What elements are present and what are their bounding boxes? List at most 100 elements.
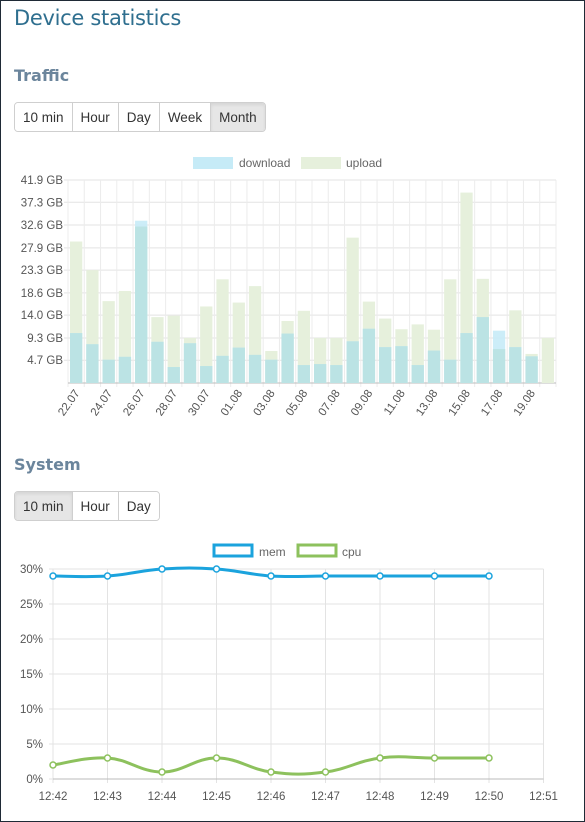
bar-overlap <box>395 346 408 383</box>
x-tick-label: 07.08 <box>317 388 343 418</box>
x-tick-label: 12:49 <box>420 791 449 803</box>
bar-overlap <box>297 365 310 383</box>
bar-overlap <box>346 341 359 383</box>
traffic-tab-week[interactable]: Week <box>159 103 212 131</box>
bar-overlap <box>444 359 457 383</box>
bar-overlap <box>427 350 441 383</box>
y-tick-label: 30% <box>20 564 43 576</box>
x-tick-label: 13.08 <box>414 388 440 418</box>
x-tick-label: 03.08 <box>251 388 277 418</box>
x-tick-label: 17.08 <box>479 388 505 418</box>
bar-overlap <box>216 355 229 383</box>
bar-overlap <box>183 343 197 383</box>
legend-upload-swatch <box>301 157 341 169</box>
bar-overlap <box>70 333 83 383</box>
y-tick-label: 15% <box>20 669 43 681</box>
bar-upload <box>444 279 457 383</box>
bar-overlap <box>135 226 148 383</box>
system-chart: mem cpu 0% 5% 10% 15% 20% 25% 30% 12:42 12:43 12:44… <box>20 543 558 803</box>
point-mem <box>49 572 57 580</box>
traffic-chart: download upload 4.7 GB 9.3 GB 14.0 GB 18.6 GB… <box>21 156 557 418</box>
x-tick-label: 28.07 <box>154 388 180 418</box>
y-tick-label: 0% <box>26 774 43 786</box>
bar-overlap <box>411 365 424 383</box>
bar-upload <box>200 306 213 383</box>
bar-overlap <box>86 344 99 383</box>
y-tick-label: 25% <box>20 599 43 611</box>
system-tab-10min[interactable]: 10 min <box>15 492 73 520</box>
bar-overlap <box>248 354 262 383</box>
traffic-tab-month[interactable]: Month <box>211 103 265 131</box>
point-cpu <box>212 754 221 762</box>
point-cpu <box>376 754 384 762</box>
point-cpu <box>158 768 166 776</box>
x-tick-label: 05.08 <box>284 388 310 418</box>
point-mem <box>376 572 384 580</box>
x-tick-label: 19.08 <box>512 388 538 418</box>
x-tick-label: 12:51 <box>529 791 558 803</box>
y-tick-label: 10% <box>20 704 43 716</box>
point-cpu <box>103 754 112 762</box>
system-tab-day[interactable]: Day <box>118 492 159 520</box>
x-tick-label: 12:44 <box>148 791 177 803</box>
system-section-title: System <box>14 455 81 474</box>
traffic-tab-hour[interactable]: Hour <box>72 103 119 131</box>
x-tick-label: 22.07 <box>56 388 82 418</box>
traffic-tab-day[interactable]: Day <box>118 103 160 131</box>
point-mem <box>321 572 330 580</box>
bar-overlap <box>265 359 278 383</box>
traffic-legend: download upload <box>193 156 382 170</box>
bar-overlap <box>379 347 392 383</box>
y-tick-label: 37.3 GB <box>21 197 64 209</box>
point-mem <box>103 572 112 580</box>
traffic-section-title: Traffic <box>14 66 70 85</box>
bar-overlap <box>525 356 538 383</box>
point-cpu <box>49 761 57 769</box>
x-tick-label: 30.07 <box>186 388 212 418</box>
legend-mem-label: mem <box>259 545 286 559</box>
x-tick-label: 11.08 <box>382 388 408 418</box>
bar-overlap <box>167 367 180 383</box>
system-tab-hour[interactable]: Hour <box>72 492 119 520</box>
y-tick-label: 4.7 GB <box>27 355 63 367</box>
system-range-tabs: 10 min Hour Day <box>14 491 160 521</box>
point-mem <box>267 572 275 580</box>
point-mem <box>485 572 493 580</box>
y-tick-label: 14.0 GB <box>21 310 64 322</box>
page-title: Device statistics <box>14 6 182 30</box>
x-tick-label: 12:42 <box>39 791 68 803</box>
x-tick-label: 12:48 <box>366 791 395 803</box>
bar-overlap <box>151 341 164 383</box>
bar-upload <box>541 337 554 383</box>
y-tick-label: 41.9 GB <box>21 175 64 187</box>
legend-download-swatch <box>193 157 233 169</box>
bar-upload <box>297 310 310 383</box>
bar-overlap <box>330 365 343 383</box>
legend-mem-swatch <box>212 543 254 558</box>
bar-upload <box>167 315 180 383</box>
legend-cpu-label: cpu <box>342 545 361 559</box>
bar-overlap <box>281 333 294 383</box>
legend-download-label: download <box>239 156 290 170</box>
point-mem <box>158 565 166 573</box>
bar-overlap <box>118 356 132 383</box>
y-tick-label: 20% <box>20 634 43 646</box>
bar-overlap <box>492 349 506 383</box>
bar-overlap <box>509 347 522 383</box>
x-tick-label: 09.08 <box>349 388 375 418</box>
x-tick-label: 12:50 <box>475 791 504 803</box>
y-tick-label: 32.6 GB <box>21 220 64 232</box>
x-tick-label: 12:45 <box>202 791 231 803</box>
bar-overlap <box>232 347 245 383</box>
traffic-range-tabs: 10 min Hour Day Week Month <box>14 102 266 132</box>
x-tick-label: 12:46 <box>257 791 286 803</box>
y-tick-label: 23.3 GB <box>21 265 64 277</box>
bar-overlap <box>314 364 327 383</box>
point-cpu <box>267 768 275 776</box>
y-tick-label: 18.6 GB <box>21 288 64 300</box>
traffic-tab-10min[interactable]: 10 min <box>15 103 73 131</box>
point-cpu <box>430 754 439 762</box>
x-tick-label: 26.07 <box>121 388 147 418</box>
legend-cpu-swatch <box>296 543 338 558</box>
x-tick-label: 01.08 <box>219 388 245 418</box>
